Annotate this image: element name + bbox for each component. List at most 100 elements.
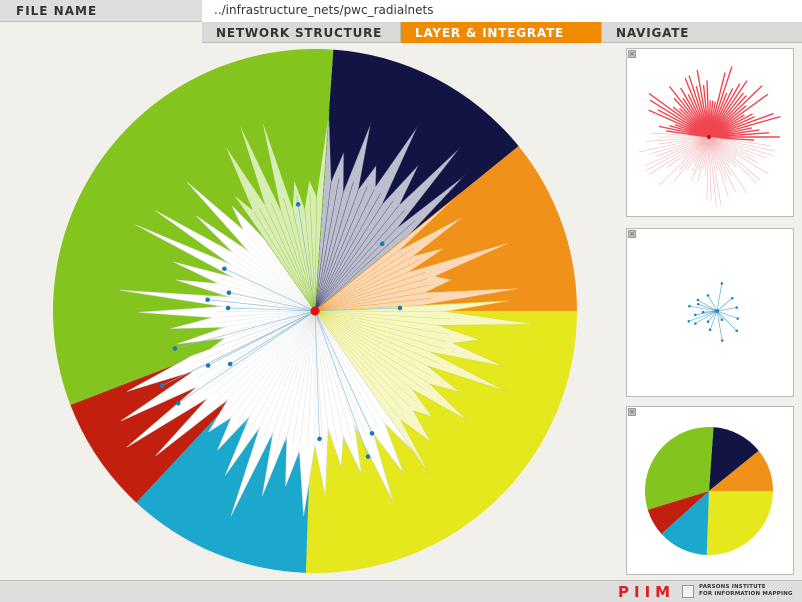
tab-layer-integrate[interactable]: LAYER & INTEGRATE (401, 22, 601, 43)
spike-line (314, 310, 338, 445)
spike-line (231, 310, 316, 418)
spike-group-navy[interactable] (314, 109, 466, 312)
thumb-node (706, 320, 710, 324)
thumb-spike (692, 136, 710, 172)
thumb-center (707, 135, 711, 139)
spike-line (314, 189, 375, 312)
spike-line (289, 196, 316, 312)
close-icon[interactable]: × (628, 230, 636, 238)
spike-line (216, 310, 316, 313)
title-bar: FILE NAME ../infrastructure_nets/pwc_rad… (0, 0, 802, 22)
spike-line (314, 179, 347, 312)
thumbnail-pie-graphic (645, 427, 773, 555)
radial-network-view[interactable] (0, 43, 620, 580)
spike-line (190, 310, 316, 365)
close-icon[interactable]: × (628, 50, 636, 58)
network-node[interactable] (175, 400, 181, 406)
thumb-spike (708, 136, 755, 141)
spike-line (314, 186, 368, 312)
thumb-spike (683, 136, 710, 159)
spike-line (307, 310, 316, 446)
thumb-node (735, 306, 738, 309)
thumb-spike (708, 136, 717, 207)
thumb-node (694, 322, 697, 325)
network-node[interactable] (172, 346, 178, 351)
spike-line (253, 233, 316, 312)
spike-line (314, 310, 440, 364)
tab-network-structure[interactable]: NETWORK STRUCTURE (202, 22, 401, 43)
spike-group-white-upper[interactable] (119, 182, 316, 350)
node-link (230, 310, 316, 365)
thumb-spike (708, 136, 758, 163)
spike-line (314, 310, 421, 396)
thumb-node (708, 328, 712, 332)
network-node[interactable] (226, 290, 232, 296)
spike-line (299, 310, 316, 446)
thumb-link (695, 310, 718, 316)
thumb-spike (708, 93, 769, 138)
network-node[interactable] (205, 363, 211, 368)
network-node[interactable] (379, 241, 385, 247)
spike-line (270, 310, 316, 439)
spike-line (314, 265, 424, 312)
thumb-spike (708, 136, 774, 156)
pie-slice-red (647, 491, 709, 534)
thumb-spike (703, 136, 710, 169)
spike-line (314, 253, 418, 312)
thumb-link (716, 310, 723, 341)
network-node[interactable] (227, 361, 233, 367)
network-node[interactable] (397, 305, 403, 311)
spike-line (228, 262, 316, 312)
spike-line (314, 310, 433, 378)
spike-line (314, 248, 414, 312)
thumb-spike (708, 85, 763, 138)
thumb-spike (708, 136, 737, 157)
close-icon[interactable]: × (628, 408, 636, 416)
thumb-node (731, 296, 734, 300)
node-link (228, 307, 316, 312)
thumbnail-star-view[interactable]: × (626, 48, 794, 217)
spike-line (314, 310, 323, 446)
spike-line (314, 310, 443, 357)
network-node[interactable] (222, 266, 227, 272)
thumb-spike (708, 136, 769, 175)
spike-line (314, 310, 367, 437)
network-node[interactable] (295, 202, 301, 207)
thumb-spike (708, 72, 726, 138)
thumb-node (687, 319, 691, 323)
spike-line (314, 310, 425, 390)
thumb-spike (708, 136, 757, 184)
network-node[interactable] (159, 383, 165, 388)
spike-line (197, 310, 316, 378)
spike-line (217, 310, 316, 329)
network-node[interactable] (205, 297, 210, 303)
thumb-node (696, 298, 700, 302)
thumb-node (720, 282, 724, 285)
tab-navigate[interactable]: NAVIGATE (601, 22, 802, 43)
center-node[interactable] (310, 306, 320, 316)
thumb-spike (708, 112, 774, 138)
network-node[interactable] (365, 454, 371, 459)
spike-line (303, 194, 316, 312)
thumb-node (735, 329, 739, 333)
thumb-spike (704, 136, 710, 177)
network-node[interactable] (225, 305, 231, 311)
spike-line (217, 294, 316, 312)
spike-line (314, 310, 450, 320)
spike-line (314, 310, 360, 439)
spike-line (220, 310, 316, 340)
spike-line (292, 310, 316, 445)
node-link (174, 310, 316, 349)
thumb-spike (648, 92, 710, 138)
network-node[interactable] (317, 436, 322, 442)
network-node[interactable] (369, 431, 375, 436)
thumb-link (697, 299, 718, 312)
thumb-spike (648, 109, 710, 138)
thumbnail-node-view[interactable]: × (626, 228, 794, 397)
file-path-field[interactable]: ../infrastructure_nets/pwc_radialnets (202, 0, 802, 22)
spike-group-green[interactable] (224, 110, 330, 312)
spike-line (314, 194, 317, 312)
spike-line (264, 205, 316, 312)
thumb-spike (638, 136, 710, 153)
thumbnail-pie-view[interactable]: × (626, 406, 794, 575)
